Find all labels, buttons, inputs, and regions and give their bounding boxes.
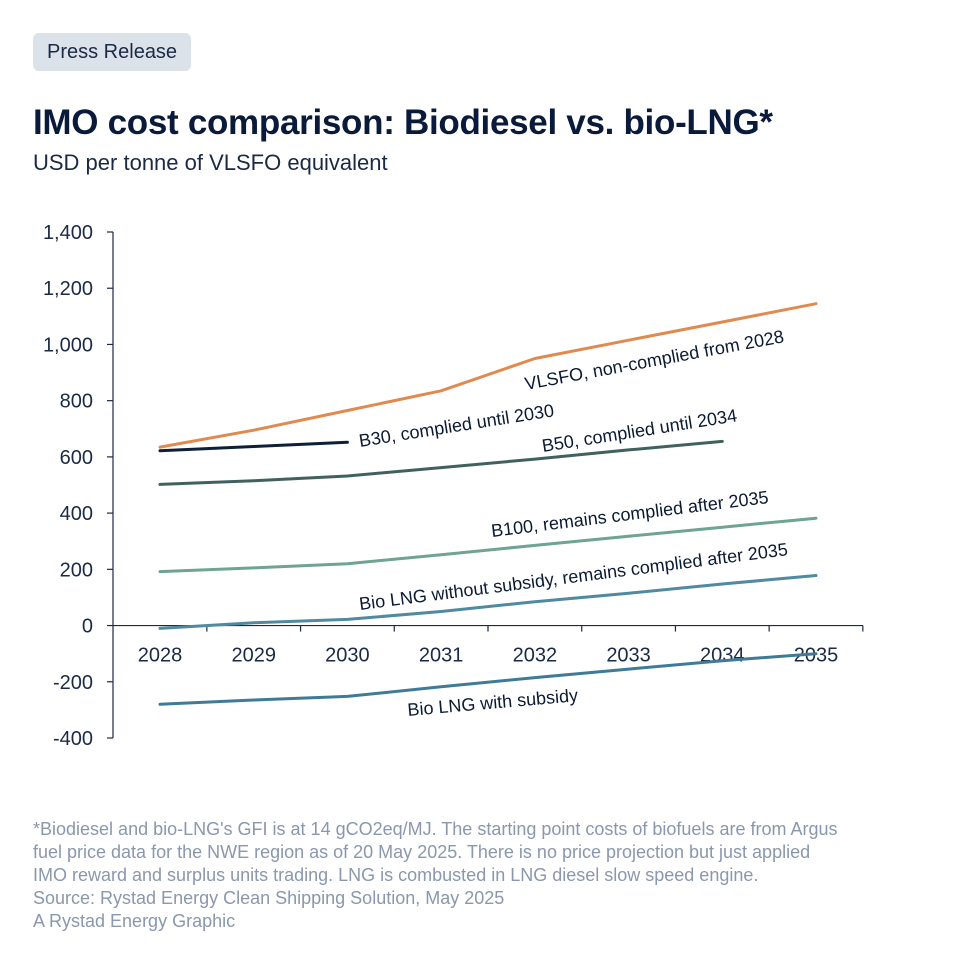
b100-label: B100, remains complied after 2035 (490, 487, 770, 541)
b30-label: B30, complied until 2030 (357, 400, 555, 451)
y-tick-label: 600 (60, 447, 93, 469)
footnote-credit: A Rystad Energy Graphic (33, 911, 236, 931)
y-tick-label: 400 (60, 503, 93, 525)
vlsfo-line (158, 302, 818, 449)
b100-line (158, 516, 818, 574)
chart-subtitle: USD per tonne of VLSFO equivalent (33, 150, 388, 175)
b30-line (158, 440, 349, 453)
bio-lng-subsidy-label: Bio LNG with subsidy (407, 685, 579, 720)
x-tick-label: 2029 (231, 645, 276, 667)
bio-lng-no-subsidy-label: Bio LNG without subsidy, remains complie… (358, 539, 789, 614)
b50-line (158, 439, 724, 486)
x-tick-label: 2033 (606, 645, 651, 667)
y-tick-label: 800 (60, 391, 93, 413)
footnote-source: Source: Rystad Energy Clean Shipping Sol… (33, 888, 505, 908)
y-tick-label: 1,400 (43, 222, 93, 244)
bio-lng-subsidy-line (158, 652, 818, 706)
footnote-line: *Biodiesel and bio-LNG's GFI is at 14 gC… (33, 819, 838, 839)
press-release-badge: Press Release (33, 33, 192, 71)
y-tick-label: 200 (60, 559, 93, 581)
x-tick-label: 2031 (419, 645, 464, 667)
x-tick-label: 2030 (325, 645, 370, 667)
footnote-line: fuel price data for the NWE region as of… (33, 842, 811, 862)
y-tick-label: -400 (53, 728, 93, 750)
x-tick-label: 2032 (513, 645, 558, 667)
footnote-line: IMO reward and surplus units trading. LN… (33, 865, 759, 885)
footnote: *Biodiesel and bio-LNG's GFI is at 14 gC… (33, 818, 933, 933)
x-tick-label: 2035 (794, 645, 839, 667)
y-tick-label: 0 (82, 616, 93, 638)
bio-lng-no-subsidy-line (158, 574, 818, 630)
x-tick-label: 2028 (138, 645, 183, 667)
y-tick-label: -200 (53, 672, 93, 694)
chart-title: IMO cost comparison: Biodiesel vs. bio-L… (33, 103, 773, 142)
y-tick-label: 1,000 (43, 334, 93, 356)
y-tick-label: 1,200 (43, 278, 93, 300)
